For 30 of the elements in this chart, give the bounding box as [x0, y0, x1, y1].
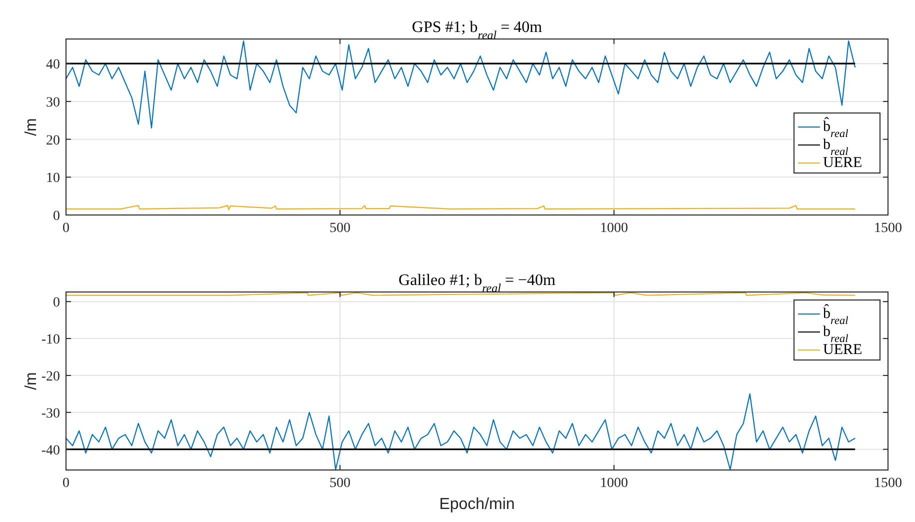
legend-label: b̂$_{real}$	[823, 303, 848, 327]
y-tick-label: 30	[46, 95, 60, 110]
x-tick-label: 1500	[874, 476, 902, 491]
y-tick-label: 0	[53, 296, 60, 311]
x-tick-label: 500	[330, 476, 350, 491]
legend-label: UERE	[823, 342, 862, 358]
x-tick-label: 0	[62, 221, 70, 236]
line-series	[66, 393, 856, 470]
y-axis-title: /m	[23, 118, 40, 136]
legend-label: b$_{real}$	[823, 137, 848, 158]
chart-title: Galileo #1; b$_{real}$ = −40m	[398, 272, 556, 295]
x-tick-label: 1000	[600, 476, 628, 491]
legend-label: b$_{real}$	[823, 324, 848, 345]
legend-label: UERE	[823, 155, 862, 171]
chart-title: GPS #1; b$_{real}$ = 40m	[412, 19, 543, 42]
y-tick-label: 20	[46, 133, 60, 148]
x-tick-label: 1000	[600, 221, 628, 236]
x-axis-title: Epoch/min	[439, 496, 515, 513]
y-tick-label: -40	[41, 443, 60, 458]
x-tick-label: 0	[62, 476, 70, 491]
x-tick-label: 500	[330, 221, 350, 236]
y-tick-label: -30	[41, 406, 60, 422]
y-tick-label: -10	[41, 332, 60, 348]
y-tick-label: 0	[53, 209, 60, 224]
y-tick-label: 10	[46, 171, 60, 186]
y-tick-label: 40	[46, 58, 60, 73]
y-axis-title: /m	[23, 372, 40, 390]
x-tick-label: 1500	[874, 221, 902, 236]
y-tick-label: -20	[41, 369, 60, 384]
legend-label: b̂$_{real}$	[823, 116, 848, 140]
